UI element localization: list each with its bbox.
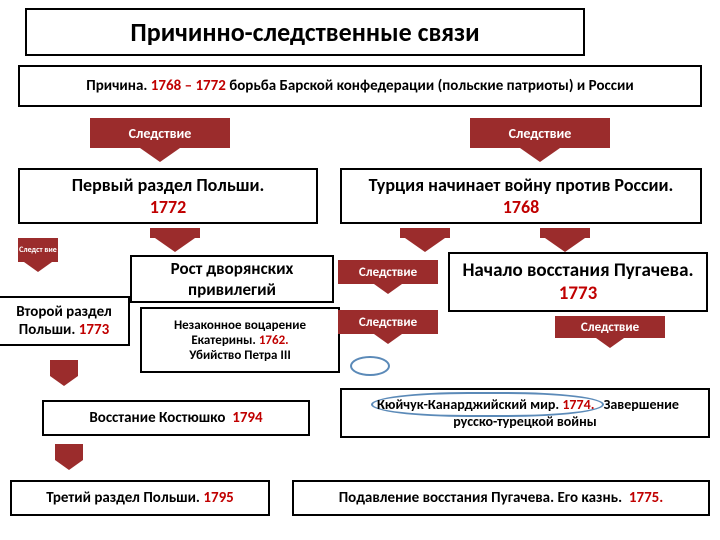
second-partition-line: Второй раздел Польши. 1773 [8, 303, 120, 339]
kuchuk-box: Кюйчук-Канарджийский мир. 1774. Завершен… [340, 388, 710, 438]
kuchuk-year: 1774. [562, 396, 594, 413]
cause-box: Причина. 1768 – 1772 борьба Барской конф… [18, 65, 702, 107]
first-partition-year: 1772 [150, 196, 187, 218]
turkey-war-box: Турция начинает войну против России. 176… [340, 168, 702, 224]
third-partition-text: Третий раздел Польши. [46, 489, 200, 507]
consequence-arrow-right: Следствие [470, 118, 610, 148]
arrow-turkey-2 [540, 228, 590, 238]
blue-oval-overlay [350, 356, 390, 376]
title-box: Причинно-следственные связи [25, 8, 585, 56]
cause-prefix: Причина. [86, 77, 151, 95]
catherine-l2: Убийство Петра III [189, 348, 291, 363]
pugachev-line: Начало восстания Пугачева. 1773 [458, 259, 698, 305]
turkey-war-line: Турция начинает войну против России. 176… [350, 174, 692, 218]
kostyushko-year: 1794 [232, 409, 262, 427]
first-partition-text: Первый раздел Польши. [72, 174, 265, 196]
second-partition-box: Второй раздел Польши. 1773 [0, 296, 130, 346]
cause-text: борьба Барской конфедерации (польские па… [226, 77, 634, 95]
pugachev-start-year: 1773 [559, 282, 598, 305]
third-partition-box: Третий раздел Польши. 1795 [10, 480, 270, 516]
second-partition-year: 1773 [79, 321, 109, 339]
arrow-mid [150, 228, 200, 238]
cause-years: 1768 – 1772 [151, 77, 226, 95]
arrow-turkey-1 [400, 228, 450, 238]
first-partition-box: Первый раздел Польши. 1772 [18, 168, 318, 224]
title-text: Причинно-следственные связи [130, 16, 479, 48]
consequence-arrow-m2: Следствие [338, 310, 438, 334]
consequence-arrow-m1: Следствие [338, 260, 438, 284]
nobility-box: Рост дворянских привилегий [130, 255, 334, 303]
pugachev-start-text: Начало восстания Пугачева. [462, 259, 693, 282]
consequence-arrow-tiny: Следст вие [18, 238, 58, 262]
third-partition-line: Третий раздел Польши. 1795 [46, 489, 234, 507]
turkey-war-year: 1768 [503, 196, 540, 218]
pugachev-start-box: Начало восстания Пугачева. 1773 [448, 252, 708, 312]
consequence-label: Следствие [359, 265, 417, 280]
arrow-k2 [55, 444, 83, 460]
pugachev-end-box: Подавление восстания Пугачева. Его казнь… [292, 480, 710, 516]
kostyushko-text: Восстание Костюшко [89, 409, 225, 427]
consequence-label: Следствие [509, 125, 572, 142]
kostyushko-box: Восстание Костюшко 1794 [42, 400, 310, 436]
arrow-k [50, 360, 78, 376]
kuchuk-text: Кюйчук-Канарджийский мир. [377, 396, 559, 413]
pugachev-end-year: 1775. [629, 489, 663, 507]
turkey-war-text: Турция начинает войну против России. [369, 174, 674, 196]
consequence-label: Следствие [581, 320, 639, 335]
consequence-arrow-left: Следствие [90, 118, 230, 148]
consequence-label: Следствие [129, 125, 192, 142]
cause-line: Причина. 1768 – 1772 борьба Барской конф… [86, 77, 633, 95]
consequence-label: Следст вие [19, 246, 57, 254]
kostyushko-line: Восстание Костюшко 1794 [89, 409, 262, 427]
nobility-text: Рост дворянских привилегий [140, 258, 324, 300]
catherine-box: Незаконное воцарение Екатерины. 1762. Уб… [140, 307, 340, 373]
pugachev-end-text: Подавление восстания Пугачева. Его казнь… [339, 489, 622, 507]
kuchuk-line: Кюйчук-Канарджийский мир. 1774. Завершен… [350, 396, 700, 430]
consequence-arrow-r: Следствие [555, 316, 665, 338]
pugachev-end-line: Подавление восстания Пугачева. Его казнь… [339, 489, 664, 507]
catherine-l1: Незаконное воцарение Екатерины. 1762. [150, 318, 330, 348]
consequence-label: Следствие [359, 315, 417, 330]
third-partition-year: 1795 [203, 489, 233, 507]
